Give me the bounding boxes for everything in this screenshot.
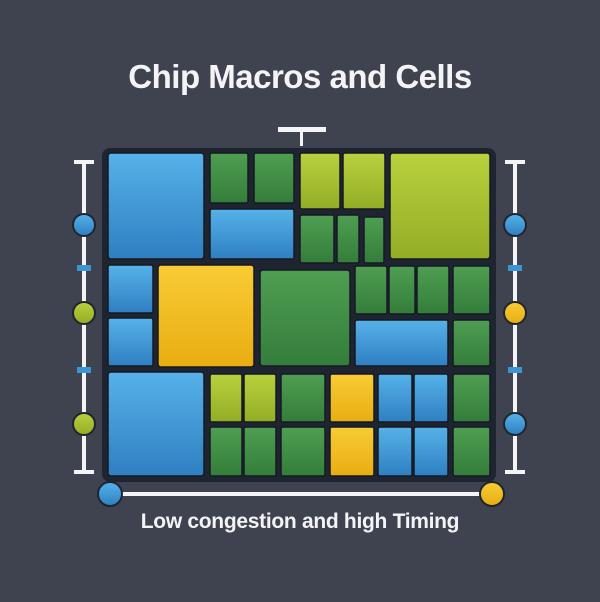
cell-yellow-2	[329, 426, 375, 477]
pin-left-lime-1	[72, 301, 96, 325]
pin-bottom-yellow	[479, 481, 505, 507]
pin-right-blue-1	[503, 213, 527, 237]
macro-blue-top-left	[107, 152, 205, 260]
cell-green-11	[280, 373, 326, 423]
diagram-caption: Low congestion and high Timing	[140, 510, 460, 533]
cell-green-12	[452, 373, 491, 423]
pin-right-blue-2	[503, 412, 527, 436]
cell-green-5	[363, 216, 385, 264]
macro-blue-mid-right	[354, 319, 449, 367]
cell-blue-1	[107, 264, 154, 314]
cell-green-16	[452, 426, 491, 477]
cell-blue-6	[413, 426, 449, 477]
pin-left-lime-2	[72, 412, 96, 436]
pin-right-yellow	[503, 301, 527, 325]
cell-lime-4	[243, 373, 277, 423]
cell-blue-2	[107, 317, 154, 367]
bottom-rail	[110, 492, 492, 496]
cell-green-13	[209, 426, 243, 477]
io-pins	[72, 213, 527, 507]
macro-yellow-center	[157, 264, 255, 368]
cell-green-6	[354, 265, 388, 315]
cell-blue-4	[413, 373, 449, 423]
cell-green-8	[416, 265, 450, 315]
top-marker	[278, 127, 326, 146]
cell-green-9	[452, 265, 491, 315]
cell-green-14	[243, 426, 277, 477]
pin-left-blue	[72, 213, 96, 237]
cell-lime-1	[299, 152, 341, 210]
chip-blocks	[107, 152, 491, 477]
cell-yellow-1	[329, 373, 375, 423]
cell-green-1	[209, 152, 249, 204]
diagram-title: Chip Macros and Cells	[128, 58, 472, 95]
macro-blue-mid-top	[209, 208, 295, 260]
cell-green-4	[336, 214, 360, 264]
cell-blue-3	[377, 373, 413, 423]
macro-lime-top-right	[389, 152, 491, 260]
cell-green-15	[280, 426, 326, 477]
cell-blue-5	[377, 426, 413, 477]
cell-lime-3	[209, 373, 243, 423]
pin-bottom-blue	[97, 481, 123, 507]
macro-green-center	[259, 269, 351, 367]
cell-green-3	[299, 214, 335, 264]
cell-green-7	[388, 265, 416, 315]
cell-green-10	[452, 319, 491, 367]
macro-blue-bottom-left	[107, 371, 205, 477]
cell-green-2	[253, 152, 295, 204]
cell-lime-2	[342, 152, 386, 210]
